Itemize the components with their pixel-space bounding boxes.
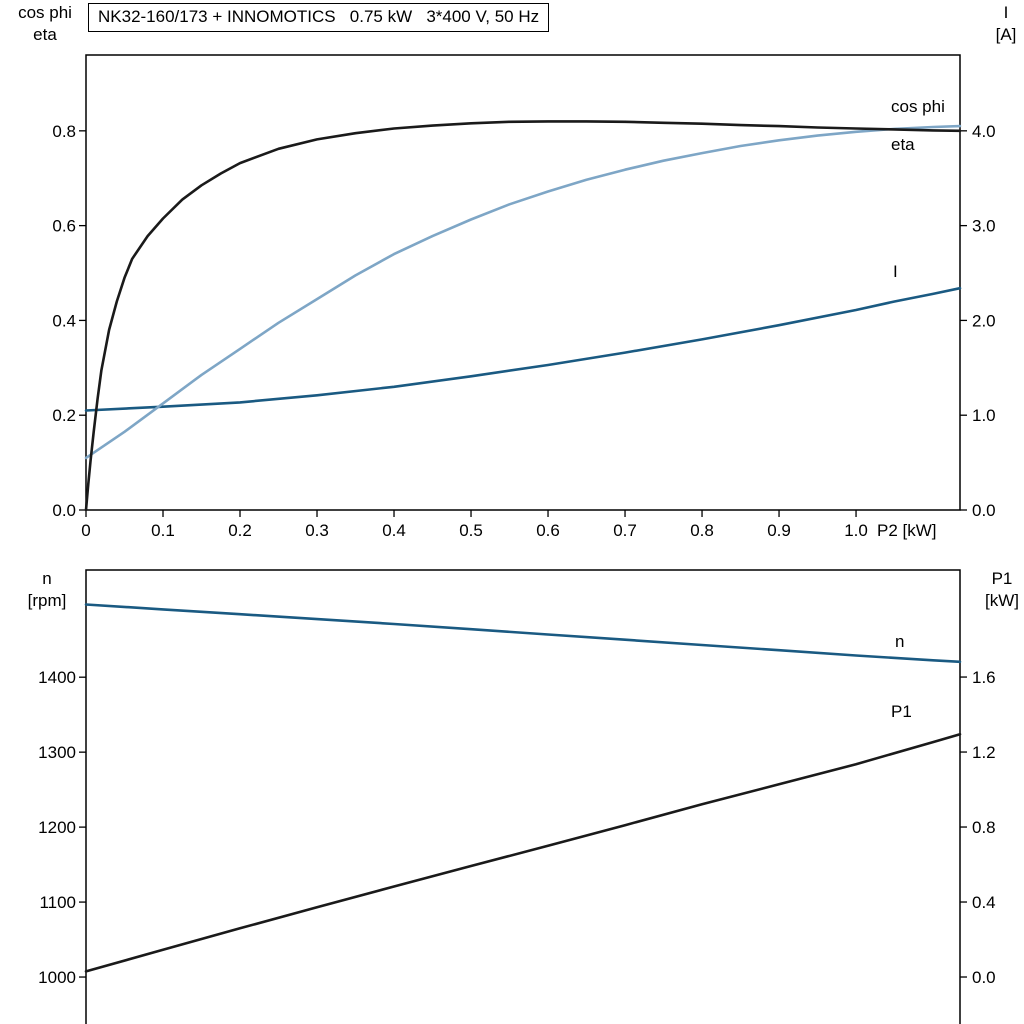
x-tick-label: 0.7 (613, 521, 637, 540)
right-axis-title-line: [kW] (985, 591, 1019, 610)
y-left-tick-label: 0.0 (52, 501, 76, 520)
chart-title-box: NK32-160/173 + INNOMOTICS 0.75 kW 3*400 … (88, 3, 550, 32)
curve-cos-phi (84, 124, 962, 460)
curve-I (84, 286, 962, 412)
plot-frame-speed-power-curves (85, 569, 961, 1024)
y-right-tick-label: 0.8 (972, 818, 996, 837)
y-right-tick-label: 1.6 (972, 668, 996, 687)
chart-title: NK32-160/173 + INNOMOTICS 0.75 kW 3*400 … (98, 7, 540, 26)
x-tick-label: 0.3 (305, 521, 329, 540)
curve-n (84, 603, 962, 664)
y-right-tick-label: 2.0 (972, 311, 996, 330)
y-left-tick-label: 1000 (38, 968, 76, 987)
curve-label-P1: P1 (891, 702, 912, 721)
y-left-tick-label: 0.4 (52, 311, 76, 330)
y-right-tick-label: 0.4 (972, 893, 996, 912)
plot-frame-electrical-curves (85, 54, 961, 511)
y-right-tick-label: 0.0 (972, 968, 996, 987)
y-right-tick-label: 3.0 (972, 217, 996, 236)
x-tick-label: 0.2 (228, 521, 252, 540)
curve-label-cos-phi: cos phi (891, 97, 945, 116)
right-axis-title-line: [A] (996, 25, 1017, 44)
y-left-tick-label: 1300 (38, 743, 76, 762)
x-axis-label: P2 [kW] (877, 521, 937, 540)
y-left-tick-label: 0.2 (52, 406, 76, 425)
y-left-tick-label: 1100 (39, 893, 76, 912)
right-axis-title-line: I (1004, 3, 1009, 22)
x-tick-label: 0.5 (459, 521, 483, 540)
x-tick-label: 1.0 (844, 521, 868, 540)
y-left-tick-label: 0.6 (52, 217, 76, 236)
y-left-tick-label: 0.8 (52, 122, 76, 141)
curve-label-n: n (895, 632, 904, 651)
x-tick-label: 0.9 (767, 521, 791, 540)
x-tick-label: 0.6 (536, 521, 560, 540)
curve-label-eta: eta (891, 135, 915, 154)
y-left-tick-label: 1200 (38, 818, 76, 837)
y-left-tick-label: 1400 (38, 668, 76, 687)
x-tick-label: 0.8 (690, 521, 714, 540)
left-axis-title-line: [rpm] (28, 591, 67, 610)
x-tick-label: 0 (81, 521, 90, 540)
curve-label-I: I (893, 262, 898, 281)
left-axis-title-line: eta (33, 25, 57, 44)
x-tick-label: 0.4 (382, 521, 406, 540)
x-tick-label: 0.1 (151, 521, 175, 540)
right-axis-title-line: P1 (992, 569, 1013, 588)
y-right-tick-label: 1.0 (972, 406, 996, 425)
curve-P1 (84, 732, 962, 973)
y-right-tick-label: 1.2 (972, 743, 996, 762)
y-right-tick-label: 4.0 (972, 122, 996, 141)
y-right-tick-label: 0.0 (972, 501, 996, 520)
left-axis-title-line: cos phi (18, 3, 72, 22)
left-axis-title-line: n (42, 569, 51, 588)
curve-eta (84, 120, 962, 512)
